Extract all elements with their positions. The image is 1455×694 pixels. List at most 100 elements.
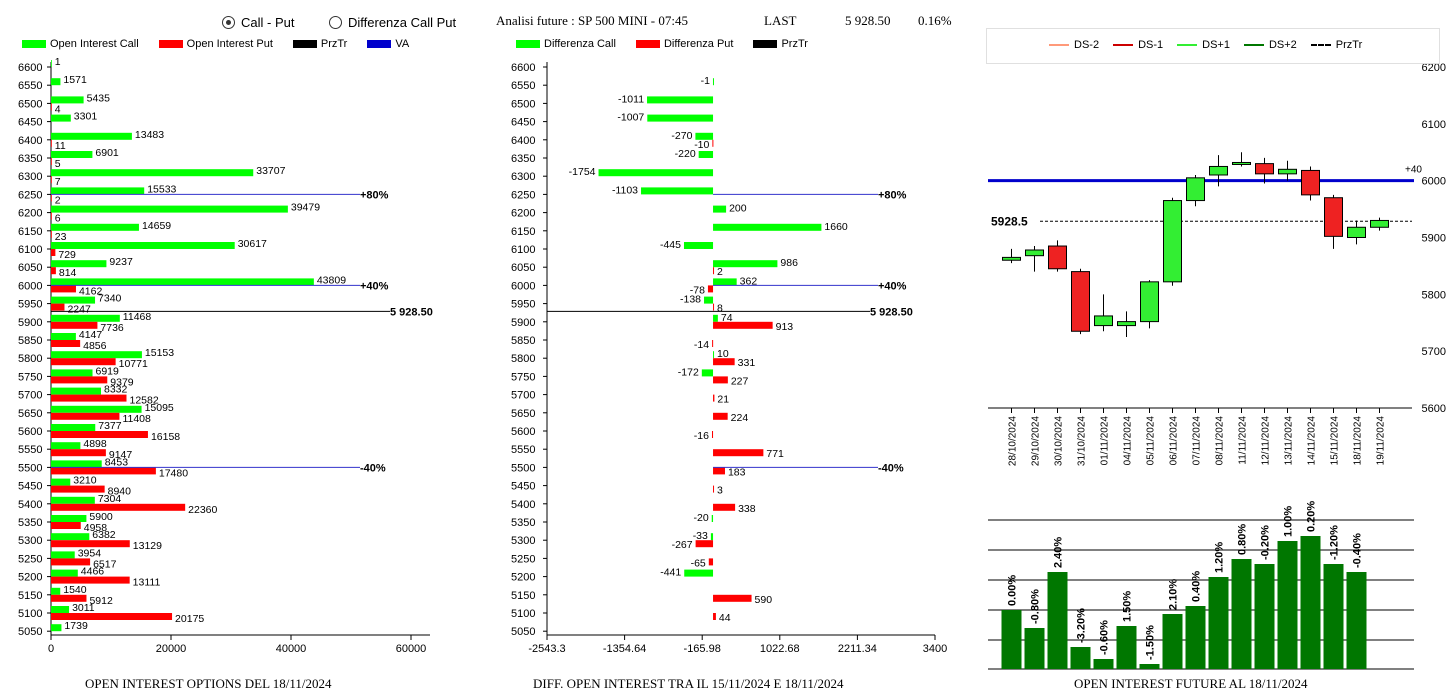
radio-differenza[interactable]: Differenza Call Put: [329, 15, 456, 30]
put-value-label: 5: [55, 158, 61, 170]
x-tick-label: 13/11/2024: [1284, 416, 1295, 466]
legend-diff-call-label: Differenza Call: [544, 38, 616, 50]
put-value-label: 4162: [79, 285, 103, 297]
put-value-label: 12582: [129, 395, 158, 407]
put-value-label: 9147: [109, 449, 133, 461]
put-value-label: 16158: [151, 431, 180, 443]
legend-przTr-line-swatch: [1310, 44, 1331, 46]
y-tick-label: 6100: [1422, 119, 1446, 131]
call-value-label: 30617: [238, 238, 267, 250]
candle-body: [1278, 168, 1297, 175]
pct-label: +80%: [360, 189, 389, 201]
x-tick-label: 12/11/2024: [1261, 416, 1272, 466]
y-tick-label: 6350: [511, 153, 535, 165]
x-tick-label: -165.98: [684, 643, 721, 655]
diff-put-value-label: 590: [755, 594, 773, 606]
y-tick-label: 5750: [18, 371, 42, 383]
oi-pct-label: 0.20%: [1306, 501, 1318, 532]
put-bar: [51, 267, 56, 275]
y-tick-label: 5700: [511, 390, 535, 402]
legend-diff-call-swatch: [516, 40, 540, 48]
call-value-label: 1540: [63, 584, 87, 596]
put-value-label: 814: [59, 267, 77, 279]
legend-ds+1-label: DS+1: [1202, 39, 1230, 51]
y-tick-label: 6300: [511, 171, 535, 183]
call-value-label: 7304: [98, 493, 122, 505]
y-tick-label: 6600: [511, 62, 535, 74]
diff-call-value-label: -270: [671, 130, 692, 142]
call-value-label: 8453: [105, 456, 129, 468]
diff-put-bar: [713, 394, 715, 402]
diff-call-bar: [710, 533, 714, 541]
put-value-label: 729: [58, 249, 76, 261]
radio-call-put[interactable]: Call - Put: [222, 15, 294, 30]
y-tick-label: 5100: [18, 608, 42, 620]
put-bar: [51, 613, 173, 620]
y-tick-label: 5750: [511, 371, 535, 383]
x-tick-label: 11/11/2024: [1238, 416, 1249, 465]
candle-body: [1025, 249, 1044, 257]
call-bar: [51, 496, 95, 504]
y-tick-label: 6000: [1422, 176, 1446, 188]
candle-body: [1094, 315, 1113, 327]
y-tick-label: 6050: [511, 262, 535, 274]
call-bar: [51, 460, 102, 468]
put-bar: [51, 467, 156, 475]
y-tick-label: 5200: [511, 572, 535, 584]
put-value-label: 6517: [93, 558, 117, 570]
y-tick-label: 6250: [511, 189, 535, 201]
diff-put-bar: [712, 340, 714, 347]
x-tick-label: 29/10/2024: [1031, 416, 1042, 466]
legend-put-label: Open Interest Put: [186, 38, 273, 50]
oi-bar: [1024, 628, 1045, 669]
diff-put-value-label: 224: [731, 412, 749, 424]
y-tick-label: 5650: [511, 408, 535, 420]
put-bar: [51, 230, 52, 238]
candle-body: [1117, 321, 1136, 327]
pct-label: +80%: [878, 189, 907, 201]
put-bar: [51, 522, 81, 529]
call-value-label: 1571: [63, 74, 87, 86]
y-tick-label: 5400: [18, 499, 42, 511]
call-value-label: 3210: [73, 475, 97, 487]
x-tick-label: 19/11/2024: [1376, 416, 1387, 466]
diff-call-bar: [683, 242, 714, 249]
put-value-label: 23: [55, 231, 67, 243]
put-bar: [51, 431, 148, 438]
y-tick-label: 5500: [18, 462, 42, 474]
y-tick-label: 5950: [511, 299, 535, 311]
call-bar: [51, 351, 142, 359]
legend-ds+2-label: DS+2: [1268, 39, 1297, 51]
y-tick-label: 5450: [511, 481, 535, 493]
x-tick-label: 05/11/2024: [1146, 416, 1157, 466]
put-bar: [51, 212, 52, 220]
y-tick-label: 6500: [511, 98, 535, 110]
right-chart-title: OPEN INTEREST FUTURE AL 18/11/2024: [1074, 676, 1308, 691]
put-bar: [51, 540, 130, 548]
call-bar: [51, 114, 71, 122]
put-value-label: 22360: [188, 504, 217, 516]
y-tick-label: 6100: [18, 244, 42, 256]
put-bar: [51, 394, 127, 402]
diff-call-value-label: -1: [701, 75, 710, 87]
diff-call-bar: [598, 169, 714, 177]
y-tick-label: 5550: [511, 444, 535, 456]
y-tick-label: 6300: [18, 171, 42, 183]
diff-call-value-label: -1754: [569, 166, 596, 178]
candle-body: [1347, 226, 1366, 239]
x-tick-label: 40000: [276, 643, 307, 655]
diff-put-value-label: -267: [672, 539, 693, 551]
diff-put-bar: [713, 321, 773, 329]
candle-body: [1232, 161, 1251, 165]
oi-pct-label: 2.10%: [1168, 579, 1180, 610]
y-tick-label: 5650: [18, 408, 42, 420]
legend-ds-1-swatch: [1113, 44, 1134, 46]
diff-call-value-label: -172: [678, 366, 699, 378]
call-bar: [51, 132, 132, 140]
diff-call-value-label: -1007: [617, 112, 644, 124]
diff-put-value-label: 338: [738, 503, 756, 515]
call-bar: [51, 169, 254, 177]
diff-put-value-label: 2: [717, 266, 723, 278]
put-bar: [51, 376, 108, 384]
y-tick-label: 5500: [511, 462, 535, 474]
